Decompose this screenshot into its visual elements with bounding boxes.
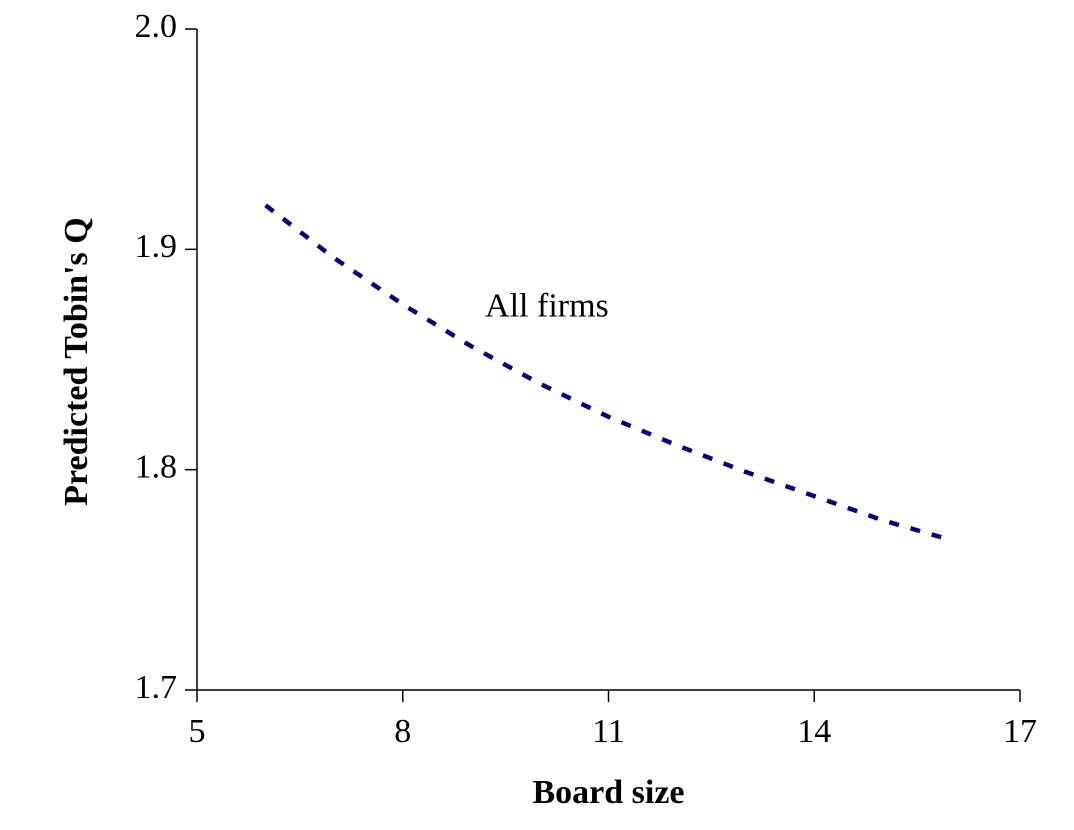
y-tick-label: 1.9 [135,228,178,265]
x-axis-title: Board size [532,774,684,811]
x-tick-label: 5 [189,713,206,750]
text-layer: Board size Predicted Tobin's Q All firms [58,217,685,811]
x-tick-label: 17 [1003,713,1037,750]
series-layer [264,203,953,543]
series-line [264,203,953,543]
x-tick-label: 8 [394,713,411,750]
ticks: 1.7 1.8 1.9 2.0 5 8 11 14 17 [135,8,1038,750]
x-tick-label: 11 [592,713,625,750]
axes [196,29,1020,691]
series-annotation: All firms [485,287,609,324]
y-axis-title: Predicted Tobin's Q [58,217,95,505]
y-tick-label: 2.0 [135,8,178,45]
x-tick-label: 14 [797,713,831,750]
y-tick-label: 1.8 [135,448,178,485]
y-tick-label: 1.7 [135,669,178,706]
